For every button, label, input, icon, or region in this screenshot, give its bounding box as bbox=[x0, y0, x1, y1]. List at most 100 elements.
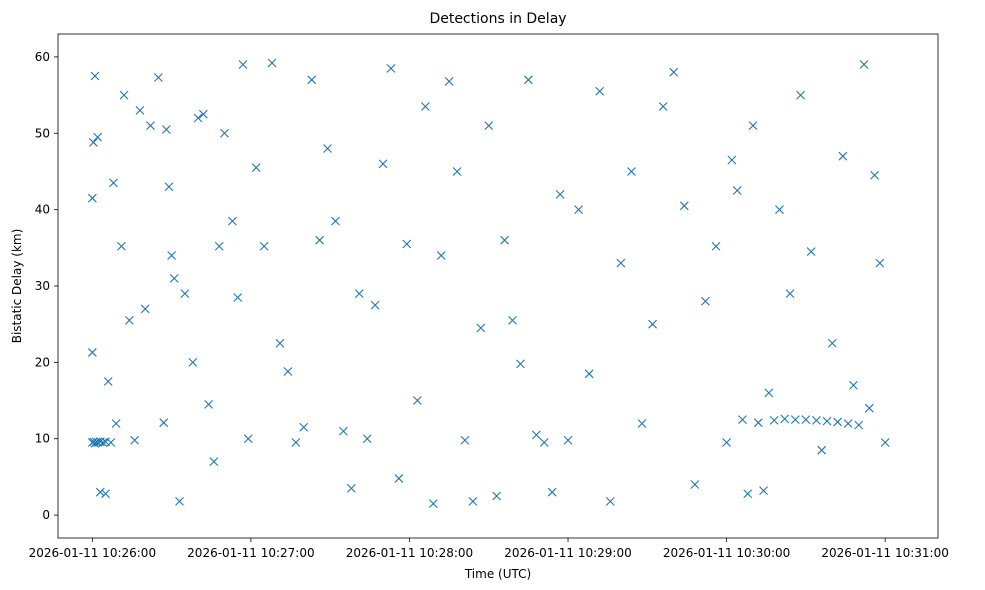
data-point bbox=[428, 499, 438, 509]
data-point bbox=[627, 167, 636, 176]
data-point bbox=[833, 417, 842, 427]
data-point bbox=[822, 416, 832, 426]
data-point bbox=[101, 489, 110, 499]
data-point bbox=[452, 167, 462, 176]
data-point bbox=[220, 128, 229, 138]
x-tick-label: 2026-01-11 10:30:00 bbox=[663, 546, 790, 560]
data-point bbox=[93, 132, 103, 142]
data-point bbox=[838, 151, 848, 161]
data-point bbox=[90, 71, 100, 81]
data-point bbox=[214, 241, 224, 251]
data-point bbox=[243, 434, 253, 444]
data-point bbox=[169, 273, 179, 283]
data-point bbox=[323, 144, 332, 153]
data-point bbox=[764, 388, 774, 398]
data-point bbox=[849, 380, 858, 390]
data-point bbox=[637, 419, 647, 428]
x-tick-label: 2026-01-11 10:26:00 bbox=[29, 546, 156, 560]
data-point bbox=[812, 416, 821, 425]
data-point bbox=[476, 323, 486, 333]
data-point bbox=[154, 73, 163, 82]
data-point bbox=[228, 216, 237, 226]
data-point bbox=[111, 419, 121, 428]
data-point bbox=[98, 438, 108, 447]
data-point bbox=[701, 296, 710, 306]
data-point bbox=[785, 289, 795, 299]
data-point bbox=[413, 396, 422, 405]
data-point bbox=[738, 415, 747, 425]
data-point bbox=[275, 338, 285, 348]
data-point bbox=[339, 426, 348, 436]
data-point bbox=[484, 121, 494, 131]
data-point bbox=[801, 415, 811, 425]
x-tick-label: 2026-01-11 10:29:00 bbox=[504, 546, 631, 560]
data-point bbox=[394, 474, 404, 483]
data-point bbox=[135, 105, 145, 115]
data-point bbox=[531, 430, 541, 440]
data-point bbox=[616, 258, 626, 268]
data-point bbox=[291, 438, 301, 447]
data-point bbox=[595, 86, 605, 96]
data-point bbox=[267, 58, 277, 68]
data-point bbox=[420, 102, 430, 111]
data-point bbox=[806, 247, 816, 257]
data-point bbox=[87, 193, 97, 203]
data-point bbox=[574, 205, 583, 215]
data-point bbox=[875, 258, 885, 268]
data-point bbox=[790, 415, 800, 425]
data-points bbox=[87, 58, 890, 509]
data-point bbox=[283, 367, 293, 376]
data-point bbox=[547, 487, 557, 497]
data-point bbox=[780, 414, 790, 424]
data-point bbox=[315, 235, 325, 245]
y-axis-label: Bistatic Delay (km) bbox=[10, 229, 24, 344]
data-point bbox=[516, 359, 525, 369]
data-point bbox=[146, 121, 155, 131]
plot-frame bbox=[57, 33, 939, 539]
data-point bbox=[658, 102, 668, 111]
y-tick-label: 0 bbox=[42, 508, 50, 522]
data-point bbox=[124, 315, 134, 325]
data-point bbox=[648, 319, 657, 329]
data-point bbox=[468, 496, 478, 506]
data-point bbox=[880, 438, 890, 447]
chart-title: Detections in Delay bbox=[429, 11, 566, 27]
data-point bbox=[870, 170, 879, 180]
data-point bbox=[238, 60, 248, 69]
data-point bbox=[167, 251, 177, 260]
y-tick-label: 20 bbox=[35, 355, 50, 369]
data-point bbox=[354, 289, 364, 299]
y-tick-label: 60 bbox=[35, 50, 50, 64]
x-tick-label: 2026-01-11 10:27:00 bbox=[187, 546, 314, 560]
data-point bbox=[854, 420, 864, 430]
data-point bbox=[748, 121, 758, 131]
data-point bbox=[817, 445, 827, 455]
data-point bbox=[378, 159, 388, 169]
data-point bbox=[117, 241, 126, 251]
data-point bbox=[103, 377, 113, 386]
y-tick-label: 50 bbox=[35, 126, 50, 140]
data-point bbox=[119, 90, 129, 100]
data-point bbox=[164, 182, 174, 192]
y-tick-label: 10 bbox=[35, 432, 50, 446]
x-axis: 2026-01-11 10:26:00 2026-01-11 10:27:00 20… bbox=[29, 538, 949, 560]
x-axis-label: Time (UTC) bbox=[464, 567, 531, 581]
data-point bbox=[524, 75, 533, 85]
data-point bbox=[722, 438, 731, 447]
data-point bbox=[130, 435, 140, 445]
data-point bbox=[769, 416, 779, 425]
data-point bbox=[679, 201, 689, 211]
data-point bbox=[460, 435, 470, 445]
data-point bbox=[299, 422, 309, 432]
data-point bbox=[859, 60, 869, 69]
data-point bbox=[843, 419, 853, 428]
data-point bbox=[87, 348, 97, 357]
data-point bbox=[198, 109, 208, 119]
y-tick-label: 30 bbox=[35, 279, 50, 293]
data-point bbox=[331, 216, 340, 226]
data-point bbox=[444, 76, 454, 86]
data-point bbox=[500, 235, 509, 245]
data-point bbox=[362, 434, 372, 444]
data-point bbox=[307, 75, 317, 85]
y-tick-label: 40 bbox=[35, 203, 50, 217]
